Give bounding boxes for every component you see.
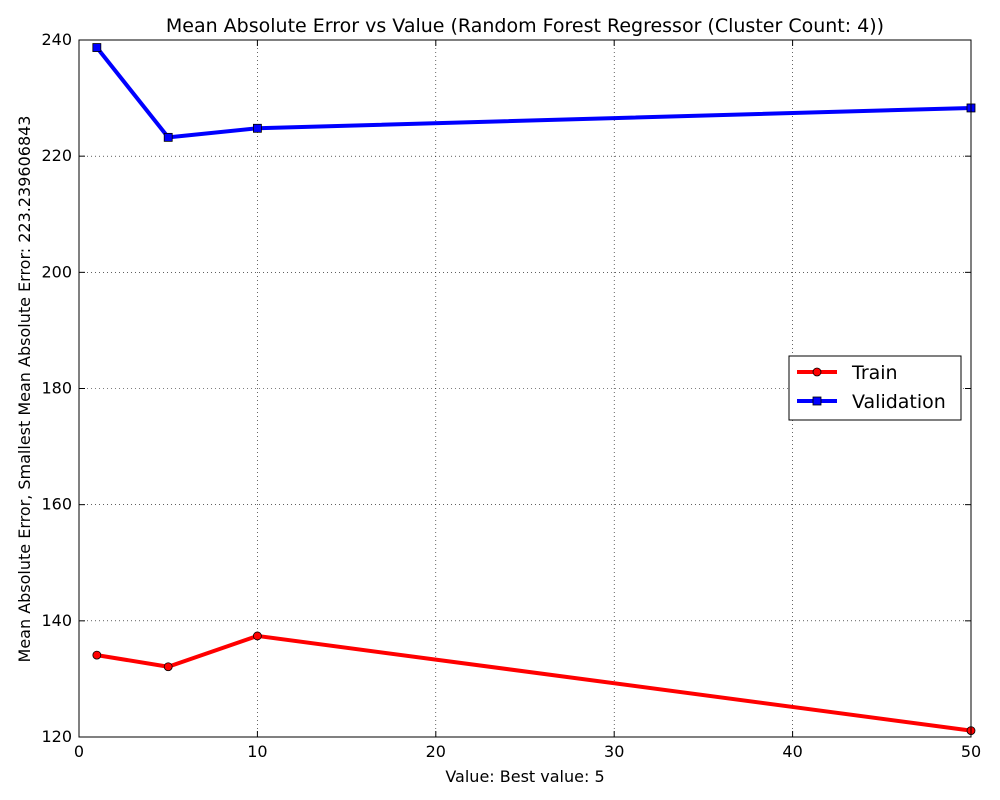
legend: Train Validation — [788, 355, 962, 421]
y-axis-label: Mean Absolute Error, Smallest Mean Absol… — [15, 116, 34, 663]
series-line-validation — [95, 46, 972, 140]
x-tick-label: 10 — [247, 742, 267, 761]
y-tick-label: 140 — [41, 611, 72, 630]
data-point-train — [252, 631, 262, 641]
legend-label-train: Train — [851, 362, 898, 384]
y-tick-label: 160 — [41, 495, 72, 514]
series-layer — [92, 43, 976, 736]
y-tick-label: 220 — [41, 146, 72, 165]
x-tick-label: 0 — [74, 742, 84, 761]
chart-title: Mean Absolute Error vs Value (Random For… — [166, 15, 884, 37]
legend-box — [788, 355, 962, 421]
legend-marker-train — [812, 367, 822, 377]
x-tick-label: 30 — [604, 742, 624, 761]
data-point-validation — [252, 123, 262, 133]
x-tick-label: 50 — [961, 742, 981, 761]
data-point-train — [92, 650, 102, 660]
y-tick-label: 180 — [41, 379, 72, 398]
x-tick-label: 20 — [426, 742, 446, 761]
legend-label-validation: Validation — [852, 391, 946, 413]
legend-marker-validation — [812, 396, 822, 406]
data-point-train — [163, 662, 173, 672]
x-axis-label: Value: Best value: 5 — [445, 767, 604, 786]
data-point-validation — [163, 132, 173, 142]
y-tick-label: 200 — [41, 262, 72, 281]
y-tick-label: 240 — [41, 30, 72, 49]
series-line-train — [96, 633, 972, 733]
ticks: 0 10 20 30 40 50 120 140 160 180 200 220 240 — [41, 30, 981, 761]
x-tick-label: 40 — [782, 742, 802, 761]
data-point-validation — [92, 43, 102, 52]
y-tick-label: 120 — [41, 727, 72, 746]
